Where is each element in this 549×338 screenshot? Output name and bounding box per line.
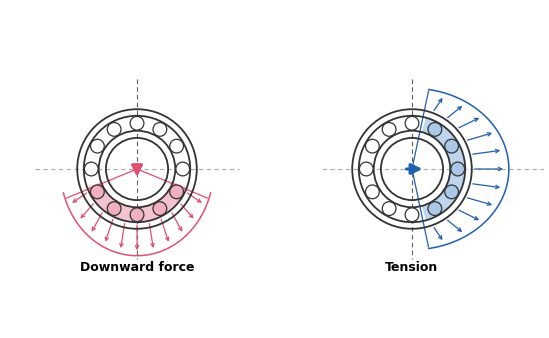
Circle shape bbox=[445, 139, 458, 153]
Circle shape bbox=[445, 185, 458, 199]
Wedge shape bbox=[422, 118, 465, 220]
Circle shape bbox=[107, 122, 121, 136]
Circle shape bbox=[360, 162, 373, 176]
Text: Tension: Tension bbox=[385, 261, 439, 274]
Circle shape bbox=[176, 162, 189, 176]
Wedge shape bbox=[87, 182, 187, 222]
Circle shape bbox=[451, 162, 464, 176]
Circle shape bbox=[170, 139, 183, 153]
Circle shape bbox=[91, 139, 104, 153]
Text: Downward force: Downward force bbox=[80, 261, 194, 274]
Circle shape bbox=[405, 116, 419, 130]
Circle shape bbox=[85, 162, 98, 176]
Circle shape bbox=[153, 122, 167, 136]
Circle shape bbox=[130, 116, 144, 130]
Circle shape bbox=[405, 208, 419, 222]
Circle shape bbox=[130, 208, 144, 222]
Circle shape bbox=[153, 202, 167, 216]
Circle shape bbox=[382, 122, 396, 136]
Circle shape bbox=[366, 139, 379, 153]
Circle shape bbox=[170, 185, 183, 199]
Circle shape bbox=[428, 202, 442, 216]
Circle shape bbox=[91, 185, 104, 199]
Circle shape bbox=[428, 122, 442, 136]
Circle shape bbox=[382, 202, 396, 216]
Circle shape bbox=[107, 202, 121, 216]
Circle shape bbox=[366, 185, 379, 199]
